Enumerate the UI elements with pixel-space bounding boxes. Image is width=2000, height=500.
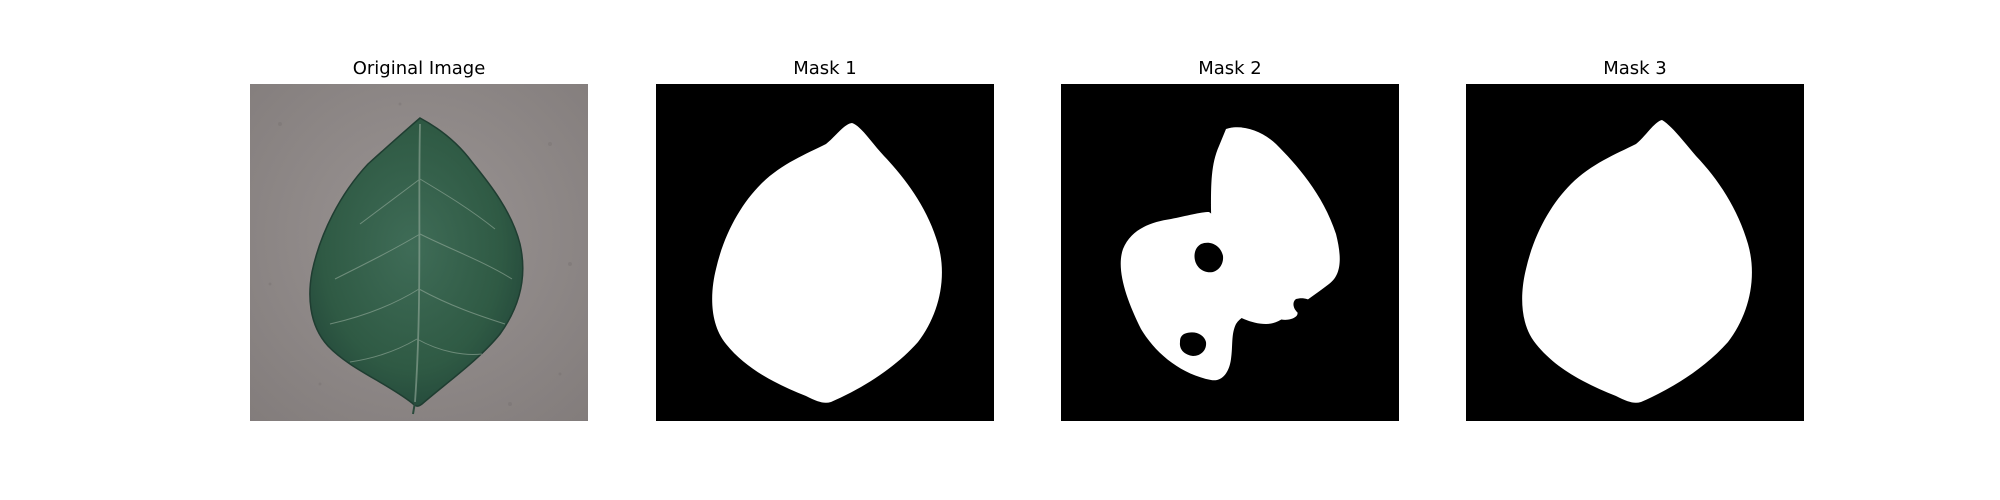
mask-1-image [656,84,994,421]
leaf-photo-svg [250,84,588,421]
stone-texture [268,102,572,406]
panel-title: Mask 2 [1198,58,1262,79]
mask-2-image [1061,84,1399,421]
mask-hole-1 [1194,242,1224,273]
panel-mask-3: Mask 3 [1466,0,1804,500]
mask-1-svg [656,84,994,421]
panel-original-image: Original Image [250,0,588,500]
mask-leaf-region [712,123,942,403]
mask-3-image [1466,84,1804,421]
mask-leaf-region [1522,120,1752,403]
mask-region-lower [1120,212,1298,381]
mask-2-svg [1061,84,1399,421]
mask-hole-2 [1179,332,1207,356]
mask-3-svg [1466,84,1804,421]
leaf-shape [309,117,524,407]
mask-notch [1293,298,1319,315]
panel-title: Mask 1 [793,58,857,79]
panel-title: Original Image [352,58,486,79]
mask-region-upper [1211,127,1340,325]
panel-mask-2: Mask 2 [1061,0,1399,500]
leaf-veins [329,123,513,403]
panel-title: Mask 3 [1603,58,1667,79]
leaf-stem [412,401,416,415]
leaf-photo [250,84,588,421]
panel-mask-1: Mask 1 [656,0,994,500]
